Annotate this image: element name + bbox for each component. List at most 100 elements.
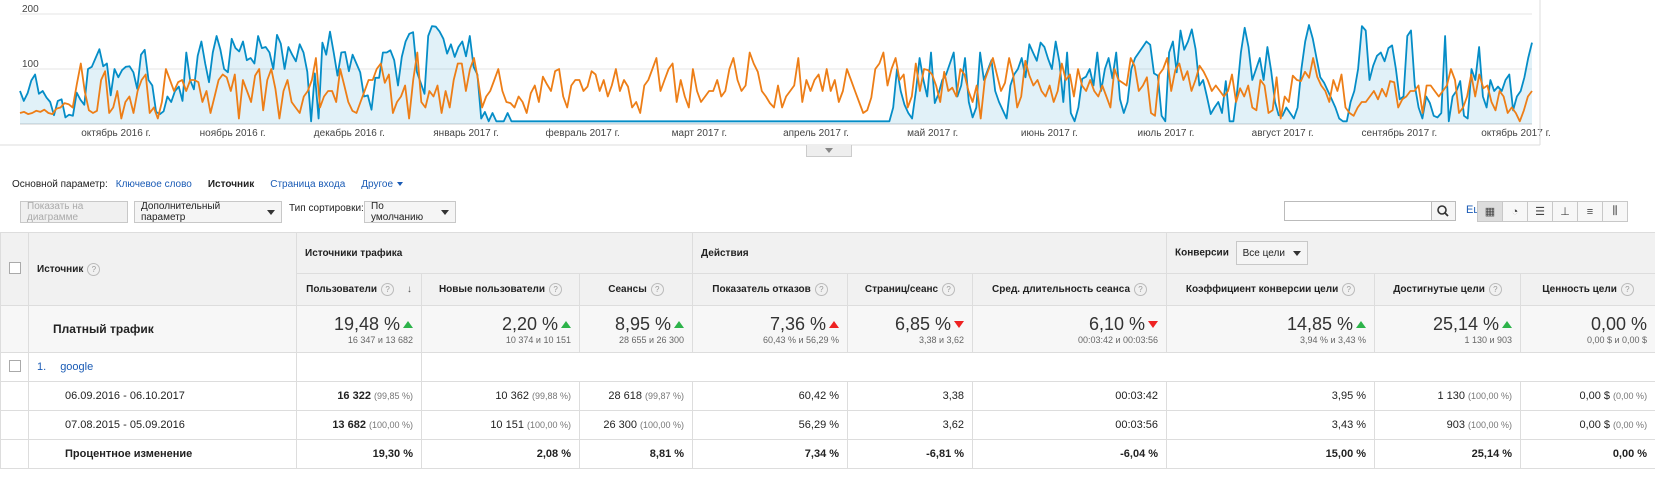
totals-change-text: 2,20 %: [501, 313, 558, 334]
percent-change-value: 8,81 %: [578, 439, 694, 469]
help-icon[interactable]: ?: [814, 283, 828, 296]
totals-change-value: 2,20 %: [422, 314, 571, 335]
percent-change-value: 19,30 %: [296, 439, 422, 469]
behavior-group-header: Действия: [692, 232, 1168, 274]
percent-change-row: Процентное изменение 19,30 % 2,08 % 8,81 % 7…: [0, 439, 1655, 469]
help-icon[interactable]: ?: [1342, 283, 1356, 296]
chart-svg: 200 100 октябрь 2016 г. ноябрь 2016 г. декаб…: [0, 0, 1551, 146]
dimension-keyword-link[interactable]: Ключевое слово: [115, 178, 192, 190]
totals-change-text: 8,95 %: [614, 313, 672, 334]
dimension-header-label: Источник: [37, 263, 84, 275]
col-users-label: Пользователи: [306, 284, 378, 296]
help-icon[interactable]: ?: [549, 283, 563, 296]
totals-cell: 6,10 % 00:03:42 и 00:03:56: [972, 305, 1168, 353]
metric-cell: 3,95 %: [1166, 381, 1376, 411]
metric-value: 00:03:42: [1115, 390, 1159, 402]
x-tick-label: сентябрь 2017 г.: [1362, 127, 1438, 139]
col-new-users[interactable]: Новые пользователи?: [421, 273, 580, 306]
goal-select-dropdown[interactable]: Все цели: [1235, 241, 1308, 265]
totals-change-text: 19,48 %: [333, 313, 400, 334]
arrow-up-icon: [1502, 321, 1513, 329]
col-users[interactable]: Пользователи? ↓: [296, 273, 422, 306]
col-avg-session-duration-label: Сред. длительность сеанса: [992, 284, 1131, 296]
row-source-link[interactable]: google: [60, 361, 94, 373]
comparison-view-icon[interactable]: ⊥: [1552, 201, 1578, 222]
dimension-other-dropdown[interactable]: Другое: [361, 178, 404, 190]
arrow-up-icon: [674, 321, 685, 329]
plot-rows-button[interactable]: Показать на диаграмме: [20, 201, 128, 223]
group-row-filler: [420, 352, 1655, 382]
help-icon[interactable]: ?: [87, 262, 101, 276]
totals-change-value: 6,85 %: [848, 314, 965, 335]
dimension-landing-page-link[interactable]: Страница входа: [270, 178, 346, 190]
x-tick-label: май 2017 г.: [907, 128, 958, 139]
help-icon[interactable]: ?: [1620, 283, 1634, 296]
dimension-other-label: Другое: [361, 178, 394, 190]
col-bounce-rate[interactable]: Показатель отказов?: [692, 273, 849, 306]
metric-cell: 0,00 $ (0,00 %): [1520, 381, 1655, 411]
dimension-header[interactable]: Источник?: [28, 232, 297, 306]
percent-change-value: 0,00 %: [1520, 439, 1655, 469]
totals-compare-values: 1 130 и 903: [1464, 334, 1513, 345]
metric-value: 3,38: [942, 390, 965, 402]
chart-collapse-handle[interactable]: [806, 145, 852, 157]
x-tick-label: октябрь 2016 г.: [81, 127, 151, 139]
secondary-dimension-dropdown[interactable]: Дополнительный параметр: [134, 201, 282, 223]
metric-cell: 10 362 (99,88 %): [421, 381, 580, 411]
caret-down-icon: [441, 209, 449, 215]
totals-cell: 6,85 % 3,38 и 3,62: [847, 305, 974, 353]
col-goal-conversion-rate[interactable]: Коэффициент конверсии цели?: [1166, 273, 1376, 306]
help-icon[interactable]: ?: [942, 283, 956, 296]
metric-cell: 56,29 %: [692, 410, 849, 440]
totals-change-text: 6,10 %: [1089, 313, 1146, 334]
col-pages-per-session[interactable]: Страниц/сеанс?: [847, 273, 974, 306]
date-range-label: 07.08.2015 - 05.09.2016: [28, 410, 297, 440]
table-search-input[interactable]: [1284, 201, 1432, 221]
metric-cell: 16 322 (99,85 %): [296, 381, 422, 411]
x-tick-label: июль 2017 г.: [1138, 128, 1195, 139]
col-sessions[interactable]: Сеансы?: [578, 273, 694, 306]
conversions-group-header: Конверсии Все цели: [1166, 232, 1655, 274]
performance-view-icon[interactable]: ☰: [1527, 201, 1553, 222]
caret-down-icon: [397, 181, 404, 186]
totals-change-text: 0,00 %: [1591, 313, 1648, 334]
y-tick-label: 200: [22, 4, 39, 15]
col-new-users-label: Новые пользователи: [438, 284, 546, 296]
group-header-row: Источник? Источники трафика Действия Кон…: [0, 232, 1655, 306]
col-goal-value[interactable]: Ценность цели?: [1520, 273, 1655, 306]
col-goal-value-label: Ценность цели: [1542, 284, 1617, 296]
sort-type-label: Тип сортировки:: [289, 203, 364, 214]
date-range-label: 06.09.2016 - 06.10.2017: [28, 381, 297, 411]
sort-type-dropdown[interactable]: По умолчанию: [364, 201, 456, 223]
help-icon[interactable]: ?: [1488, 283, 1502, 296]
help-icon[interactable]: ?: [381, 283, 395, 296]
term-cloud-view-icon[interactable]: ≡: [1577, 201, 1603, 222]
select-all-checkbox[interactable]: [8, 261, 21, 274]
metric-value: 60,42 %: [798, 390, 840, 402]
metric-value: 1 130: [1437, 390, 1466, 402]
x-tick-label: ноябрь 2016 г.: [200, 127, 266, 139]
search-icon: [1437, 205, 1449, 217]
totals-cell: 2,20 % 10 374 и 10 151: [421, 305, 580, 353]
timeline-chart: 200 100 октябрь 2016 г. ноябрь 2016 г. декаб…: [0, 0, 1655, 160]
col-sessions-label: Сеансы: [608, 284, 647, 296]
totals-change-value: 25,14 %: [1375, 314, 1513, 335]
percent-change-value: 7,34 %: [692, 439, 849, 469]
metric-value: 10 151: [490, 419, 524, 431]
totals-row: Платный трафик 19,48 % 16 347 и 13 682 2,2…: [0, 305, 1655, 353]
row-index: 1.: [37, 361, 47, 373]
table-view-icon[interactable]: ▦: [1477, 201, 1503, 222]
metric-cell: 903 (100,00 %): [1374, 410, 1522, 440]
group-row-label: 1. google: [28, 352, 297, 382]
col-goal-completions[interactable]: Достигнутые цели?: [1374, 273, 1522, 306]
help-icon[interactable]: ?: [650, 283, 664, 296]
row-spacer: [0, 439, 29, 469]
row-checkbox[interactable]: [8, 359, 21, 372]
arrow-up-icon: [829, 321, 840, 329]
search-button[interactable]: [1432, 201, 1456, 221]
metric-value: 16 322: [337, 390, 371, 402]
col-avg-session-duration[interactable]: Сред. длительность сеанса?: [972, 273, 1168, 306]
pie-view-icon[interactable]: ◔: [1502, 201, 1528, 222]
help-icon[interactable]: ?: [1134, 283, 1148, 296]
pivot-view-icon[interactable]: ⫼: [1602, 201, 1628, 222]
